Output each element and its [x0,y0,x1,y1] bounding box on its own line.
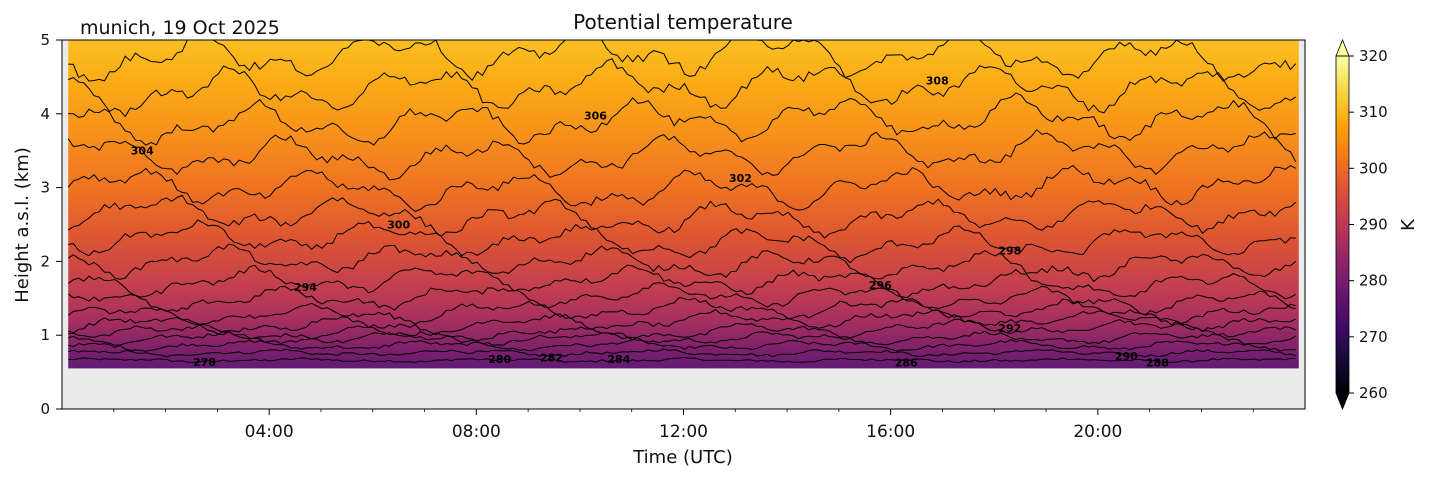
colorbar-extend-min [1335,392,1350,411]
colorbar-ticks: 260 270 280 290 300 310 320 [1349,47,1388,402]
contour-line-282 [68,339,1296,352]
x-axis-ticks: 04:00 08:00 12:00 16:00 20:00 [113,409,1254,442]
colorbar-extend-max [1335,38,1350,57]
contour-label-290: 290 [1115,350,1138,363]
contour-labels: 278 280 282 284 286 288 290 292 294 296 298 300 302 3… [131,75,1169,370]
contour-line-308 [68,58,1296,118]
contour-line-296 [67,243,1297,283]
location-date-label: munich, 19 Oct 2025 [80,17,280,39]
colorbar-tick-label: 300 [1359,159,1388,177]
y-axis-ticks: 0 1 2 3 4 5 [40,31,62,418]
contour-line-292 [67,282,1296,316]
contour-line-278 [68,356,1296,364]
y-tick-label: 1 [40,326,50,344]
contour-label-302: 302 [729,172,752,185]
colorbar-tick-label: 270 [1359,328,1388,346]
colorbar-tick-label: 320 [1359,47,1388,65]
contour-line-288 [68,308,1296,336]
y-tick-label: 2 [40,252,50,270]
x-tick-label: 16:00 [866,422,915,442]
y-axis-label: Height a.s.l. (km) [12,147,33,303]
contour-label-296: 296 [869,279,892,292]
contour-label-298: 298 [998,244,1021,257]
contour-label-278: 278 [193,356,216,369]
colorbar: 260 270 280 290 300 310 320 K [1335,38,1419,411]
y-tick-label: 5 [40,31,50,49]
x-tick-label: 08:00 [452,422,501,442]
x-tick-label: 04:00 [245,422,294,442]
contour-label-288: 288 [1146,357,1169,370]
x-tick-label: 12:00 [659,422,708,442]
colorbar-gradient [1336,56,1349,393]
y-tick-label: 0 [40,400,50,418]
contour-line-306 [68,92,1296,146]
contour-label-306: 306 [584,109,607,122]
contour-line-304 [67,129,1297,181]
contour-line-286 [68,318,1296,344]
x-axis-label: Time (UTC) [632,447,733,468]
contour-line-300 [67,194,1297,239]
contour-label-308: 308 [926,75,949,88]
contour-label-300: 300 [387,219,410,232]
x-tick-label: 20:00 [1073,422,1122,442]
contour-label-292: 292 [998,322,1021,335]
contour-label-294: 294 [294,281,317,294]
contour-line-290 [67,296,1296,326]
contour-line-298 [68,219,1296,264]
contour-line-280 [68,348,1296,358]
contour-line-302 [67,164,1296,212]
contour-line-284 [68,330,1296,346]
contour-line-310 [68,39,1297,82]
colorbar-label: K [1398,218,1419,231]
contour-lines [67,39,1297,364]
contour-label-282: 282 [540,351,563,364]
chart-title: Potential temperature [573,10,793,34]
contour-label-280: 280 [488,353,511,366]
colorbar-tick-label: 280 [1359,272,1388,290]
contour-label-284: 284 [607,353,630,366]
contour-label-304: 304 [131,145,154,158]
colorbar-tick-label: 290 [1359,216,1388,234]
y-tick-label: 3 [40,179,50,197]
contour-label-286: 286 [895,357,918,370]
colorbar-tick-label: 260 [1359,384,1388,402]
potential-temperature-field [68,40,1299,369]
y-tick-label: 4 [40,105,50,123]
contour-line-294 [67,264,1296,300]
colorbar-tick-label: 310 [1359,103,1388,121]
